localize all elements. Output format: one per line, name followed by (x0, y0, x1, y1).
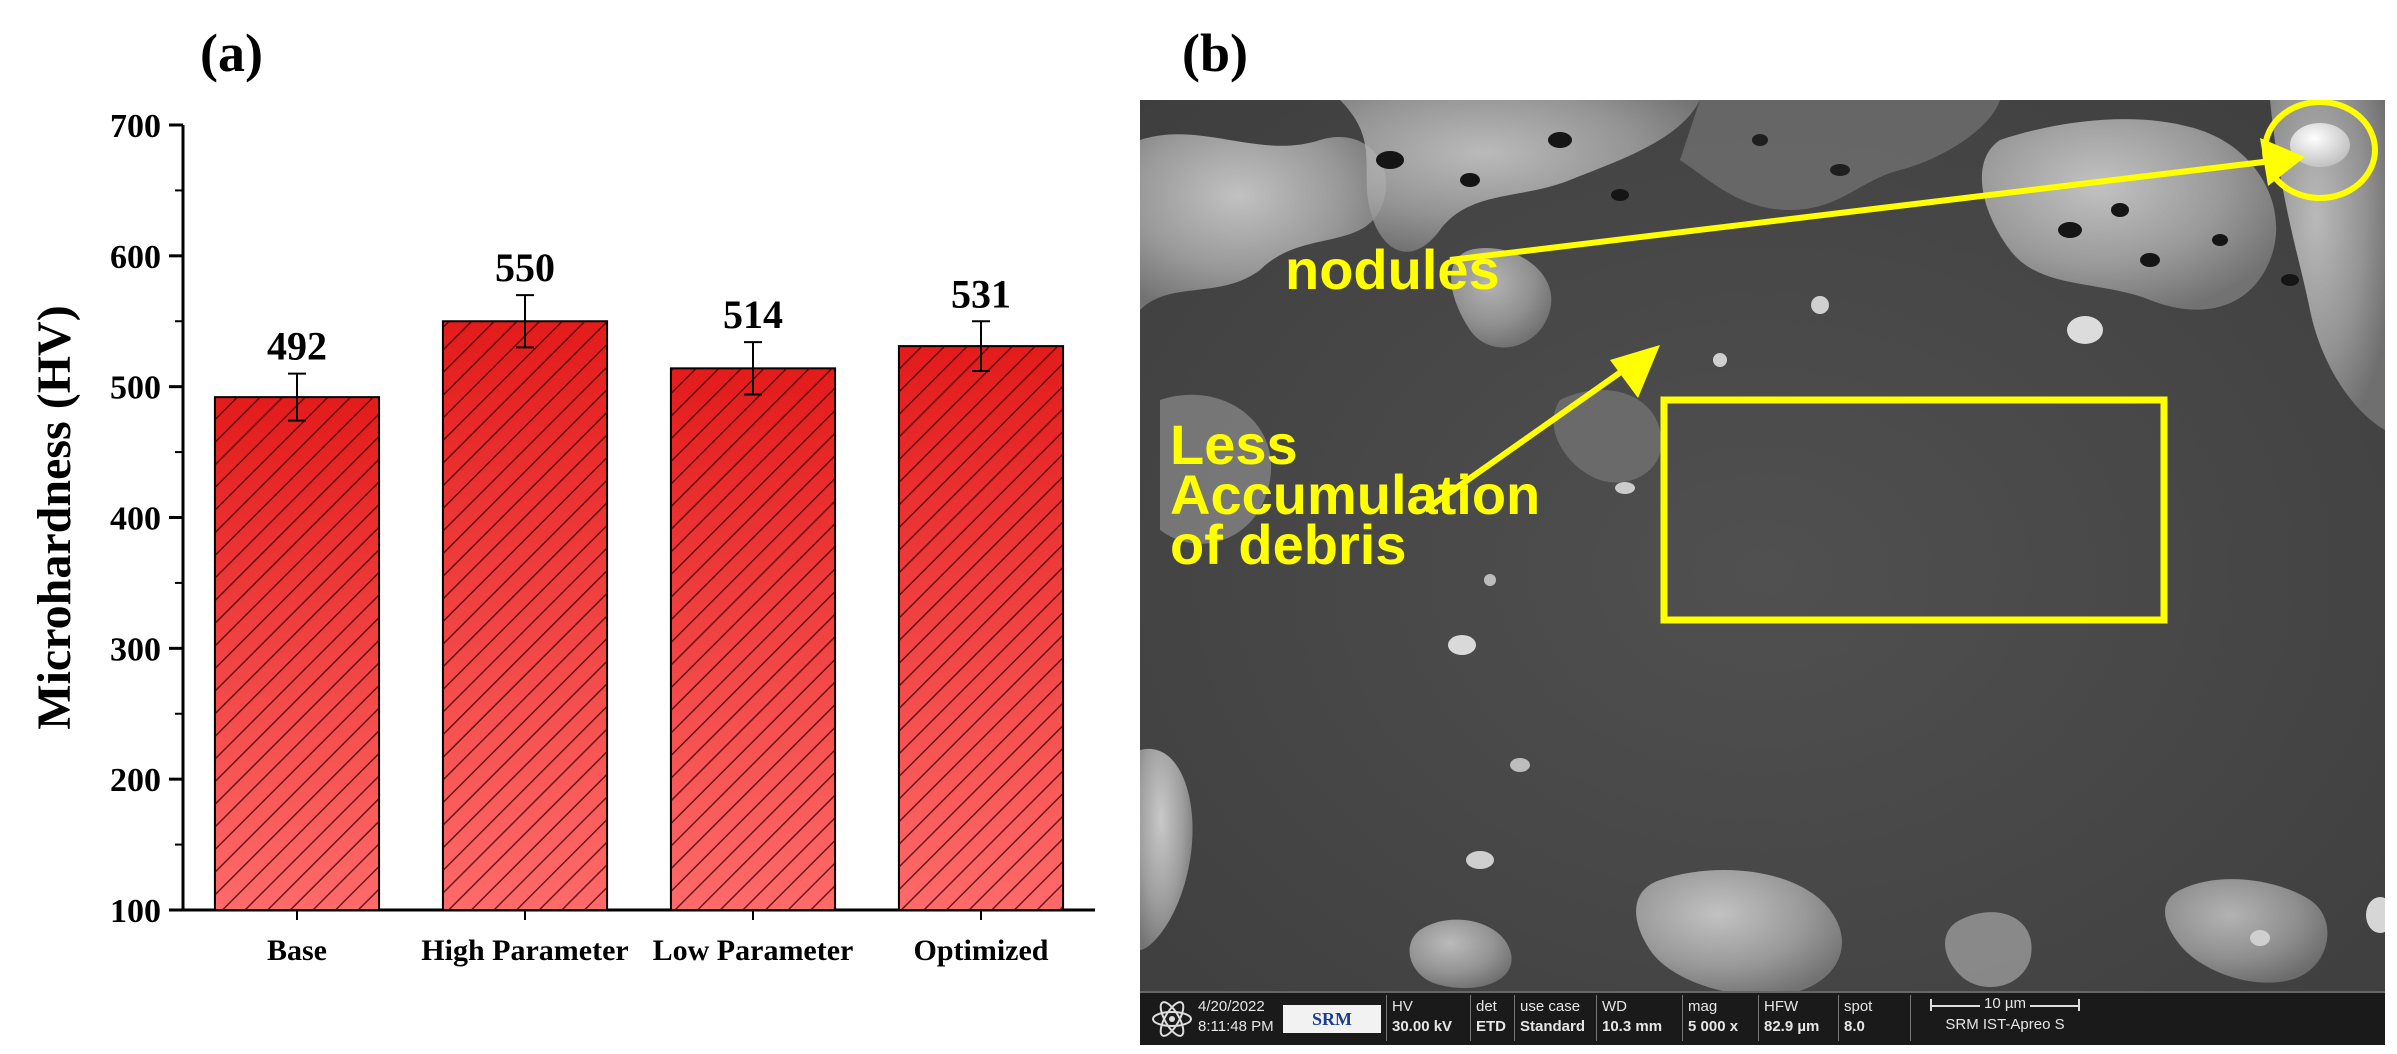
panel-b-label: (b) (1182, 23, 1248, 83)
y-tick-label: 600 (110, 239, 161, 276)
info-hfw: HFW 82.9 µm (1764, 997, 1819, 1037)
bar-hatch (898, 346, 1064, 910)
info-spot-value: 8.0 (1844, 1018, 1865, 1035)
info-hfw-label: HFW (1764, 998, 1799, 1015)
y-tick-label: 300 (110, 631, 161, 668)
bar-chart: 100 200 300 400 500 600 700 Microhardness (HV) 4… (28, 108, 1095, 967)
info-det-label: det (1476, 998, 1497, 1015)
debris-arrow-line (1423, 352, 1647, 513)
scale-bar: 10 µm (1930, 995, 2080, 1012)
debris-arrow-head (1610, 345, 1660, 398)
data-label: 531 (951, 271, 1011, 316)
info-spot-label: spot (1844, 998, 1873, 1015)
info-wd-value: 10.3 mm (1602, 1018, 1663, 1035)
less-annotation-line2: Accumulation (1170, 463, 1541, 526)
y-tick-label: 500 (110, 370, 161, 407)
info-spot: spot 8.0 (1844, 997, 1872, 1037)
info-wd-label: WD (1602, 998, 1627, 1015)
y-tick-label: 700 (110, 108, 161, 145)
x-tick-label: High Parameter (421, 934, 628, 967)
x-tick-label: Low Parameter (653, 934, 854, 967)
debris-region-box (1660, 396, 2168, 624)
y-tick-label: 200 (110, 762, 161, 799)
info-instrument: SRM IST-Apreo S (1945, 1016, 2065, 1033)
x-tick-label: Base (267, 934, 327, 967)
info-hv-value: 30.00 kV (1392, 1018, 1453, 1035)
less-annotation-line3: of debris (1170, 513, 1407, 576)
chart-bars (213, 294, 1065, 912)
srm-logo: SRM (1283, 1005, 1381, 1033)
bar-hatch (214, 397, 380, 911)
data-label: 492 (267, 324, 327, 369)
x-tick-label: Optimized (914, 934, 1049, 967)
info-det-value: ETD (1476, 1018, 1506, 1035)
scale-bar-label: 10 µm (1980, 995, 2030, 1012)
nodules-arrow-line (1449, 157, 2281, 263)
info-usecase-value: Standard (1520, 1018, 1586, 1035)
info-det: det ETD (1476, 997, 1506, 1037)
nodules-annotation: nodules (1285, 238, 1500, 301)
info-mag-value: 5 000 x (1688, 1018, 1739, 1035)
info-datetime: 4/20/2022 8:11:48 PM (1198, 997, 1274, 1037)
less-annotation-line1: Less (1170, 413, 1298, 476)
y-tick-label: 100 (110, 893, 161, 930)
info-mag-label: mag (1688, 998, 1718, 1015)
bar-hatch (442, 321, 608, 910)
data-label: 550 (495, 245, 555, 290)
info-hfw-value: 82.9 µm (1764, 1018, 1820, 1035)
chart-labels: 100 200 300 400 500 600 700 Microhardness (HV) 4… (28, 108, 1049, 967)
info-hv-label: HV (1392, 998, 1413, 1015)
srm-logo-text: SRM (1312, 1009, 1352, 1029)
info-hv: HV 30.00 kV (1392, 997, 1452, 1037)
sem-annotations (1423, 100, 2378, 624)
atom-icon (1152, 1001, 1192, 1037)
sem-micrograph: nodules Less Accumulation of debris 4/20… (1140, 100, 2385, 1045)
bar-hatch (670, 368, 836, 911)
info-mag: mag 5 000 x (1688, 997, 1738, 1037)
info-wd: WD 10.3 mm (1602, 997, 1662, 1037)
nodules-arrow-head (2260, 138, 2305, 186)
info-time: 8:11:48 PM (1198, 1018, 1274, 1035)
info-scale: 10 µm SRM IST-Apreo S (1930, 995, 2080, 1035)
y-axis-label: Microhardness (HV) (28, 305, 81, 729)
panel-a-label: (a) (200, 23, 263, 83)
info-usecase-label: use case (1520, 998, 1581, 1015)
nodule-particle (2290, 123, 2350, 167)
sem-info-bar: 4/20/2022 8:11:48 PM SRM HV 30.00 kV det… (1140, 991, 2385, 1045)
data-label: 514 (723, 292, 783, 337)
y-tick-label: 400 (110, 501, 161, 538)
sem-image (1140, 100, 2385, 1045)
info-date: 4/20/2022 (1198, 998, 1265, 1015)
info-usecase: use case Standard (1520, 997, 1585, 1037)
